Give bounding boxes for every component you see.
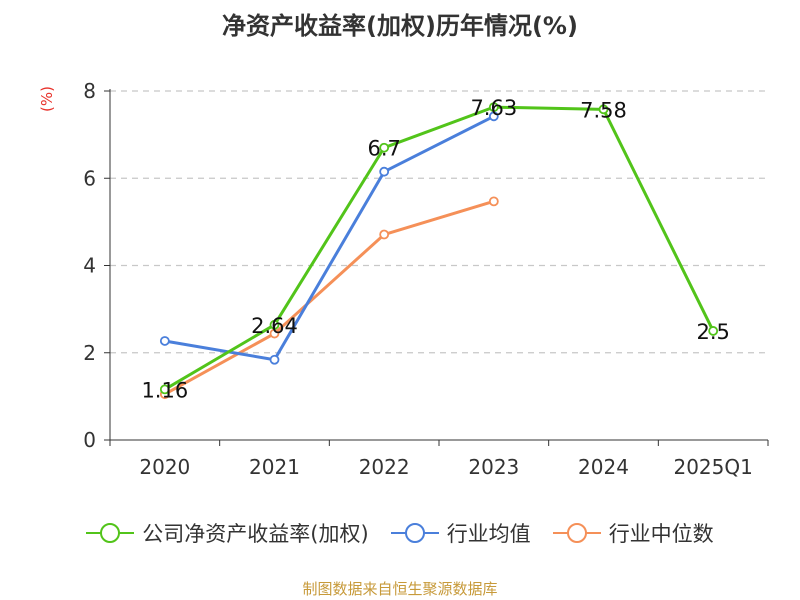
data-point [708, 326, 719, 336]
y-tick-label: 4 [83, 254, 96, 278]
data-label: 6.7 [367, 137, 400, 161]
chart-title: 净资产收益率(加权)历年情况(%) [222, 12, 578, 40]
data-label: 2.5 [696, 320, 729, 344]
series-line [164, 114, 495, 362]
data-point [269, 319, 280, 330]
data-label: 2.64 [251, 314, 298, 338]
legend-label: 公司净资产收益率(加权) [142, 522, 369, 546]
legend-item-company-roe[interactable]: 公司净资产收益率(加权) [86, 518, 369, 548]
data-point [379, 166, 390, 177]
data-point [159, 336, 170, 346]
data-point [488, 111, 499, 122]
x-tick-label: 2020 [139, 455, 190, 479]
data-point [598, 104, 609, 115]
data-point [488, 102, 499, 113]
x-tick-label: 2022 [359, 455, 410, 479]
data-point [488, 196, 499, 207]
legend-label: 行业均值 [446, 522, 531, 546]
legend-line-circle-icon [86, 523, 135, 543]
legend-item-industry-mean[interactable]: 行业均值 [390, 518, 531, 548]
x-tick-label: 2021 [249, 455, 300, 479]
y-tick-label: 6 [83, 166, 96, 190]
legend-item-industry-median[interactable]: 行业中位数 [552, 518, 714, 548]
data-label: 1.16 [141, 378, 188, 402]
source-note: 制图数据来自恒生聚源数据库 [302, 580, 498, 598]
data-point [379, 142, 390, 153]
data-label: 7.63 [470, 96, 517, 120]
y-tick-label: 0 [83, 428, 96, 452]
series-line [164, 105, 715, 391]
series-line [164, 199, 495, 396]
legend-line-circle-icon [552, 523, 601, 543]
x-tick-label: 2024 [578, 455, 629, 479]
legend-line-circle-icon [390, 523, 439, 543]
x-tick-label: 2025Q1 [673, 455, 752, 479]
data-point [159, 384, 170, 395]
data-point [379, 229, 390, 240]
data-label: 7.58 [580, 98, 627, 122]
x-tick-label: 2023 [468, 455, 519, 479]
legend-label: 行业中位数 [608, 522, 714, 546]
y-tick-label: 8 [83, 79, 96, 103]
data-point [269, 354, 280, 365]
y-tick-label: 2 [83, 341, 96, 365]
legend: 公司净资产收益率(加权) 行业均值 行业中位数 [0, 518, 800, 548]
